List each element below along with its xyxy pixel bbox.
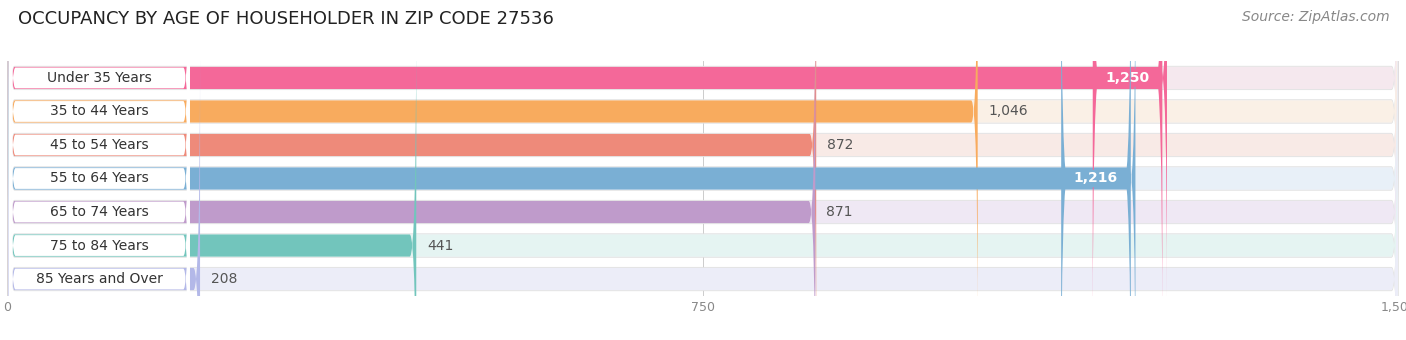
Text: 871: 871 — [827, 205, 853, 219]
FancyBboxPatch shape — [7, 0, 1399, 340]
FancyBboxPatch shape — [8, 0, 190, 340]
FancyBboxPatch shape — [8, 0, 190, 340]
FancyBboxPatch shape — [8, 0, 817, 340]
Text: 65 to 74 Years: 65 to 74 Years — [51, 205, 149, 219]
FancyBboxPatch shape — [8, 55, 200, 340]
FancyBboxPatch shape — [8, 0, 1136, 340]
Text: Source: ZipAtlas.com: Source: ZipAtlas.com — [1241, 10, 1389, 24]
FancyBboxPatch shape — [7, 0, 1399, 340]
Text: 35 to 44 Years: 35 to 44 Years — [51, 104, 149, 118]
FancyBboxPatch shape — [8, 0, 1398, 340]
FancyBboxPatch shape — [8, 0, 190, 336]
FancyBboxPatch shape — [8, 0, 1398, 335]
FancyBboxPatch shape — [8, 0, 815, 340]
FancyBboxPatch shape — [8, 21, 190, 340]
Text: 1,250: 1,250 — [1105, 71, 1150, 85]
FancyBboxPatch shape — [8, 55, 1398, 340]
FancyBboxPatch shape — [8, 0, 190, 302]
FancyBboxPatch shape — [8, 0, 977, 335]
FancyBboxPatch shape — [8, 0, 1167, 302]
FancyBboxPatch shape — [8, 0, 1398, 340]
FancyBboxPatch shape — [8, 22, 416, 340]
FancyBboxPatch shape — [7, 0, 1399, 340]
Text: 75 to 84 Years: 75 to 84 Years — [51, 239, 149, 253]
FancyBboxPatch shape — [7, 0, 1399, 340]
Text: 45 to 54 Years: 45 to 54 Years — [51, 138, 149, 152]
Text: 55 to 64 Years: 55 to 64 Years — [51, 171, 149, 186]
FancyBboxPatch shape — [8, 55, 190, 340]
Text: 872: 872 — [827, 138, 853, 152]
Text: 441: 441 — [427, 239, 454, 253]
FancyBboxPatch shape — [8, 22, 1398, 340]
FancyBboxPatch shape — [7, 0, 1399, 340]
FancyBboxPatch shape — [1062, 0, 1130, 340]
FancyBboxPatch shape — [1092, 0, 1163, 337]
Text: 1,216: 1,216 — [1074, 171, 1118, 186]
FancyBboxPatch shape — [8, 0, 1398, 340]
Text: 85 Years and Over: 85 Years and Over — [37, 272, 163, 286]
FancyBboxPatch shape — [7, 0, 1399, 334]
Text: 208: 208 — [211, 272, 238, 286]
FancyBboxPatch shape — [7, 23, 1399, 340]
Text: Under 35 Years: Under 35 Years — [46, 71, 152, 85]
Text: 1,046: 1,046 — [988, 104, 1028, 118]
Text: OCCUPANCY BY AGE OF HOUSEHOLDER IN ZIP CODE 27536: OCCUPANCY BY AGE OF HOUSEHOLDER IN ZIP C… — [18, 10, 554, 28]
FancyBboxPatch shape — [8, 0, 190, 340]
FancyBboxPatch shape — [8, 0, 1398, 302]
